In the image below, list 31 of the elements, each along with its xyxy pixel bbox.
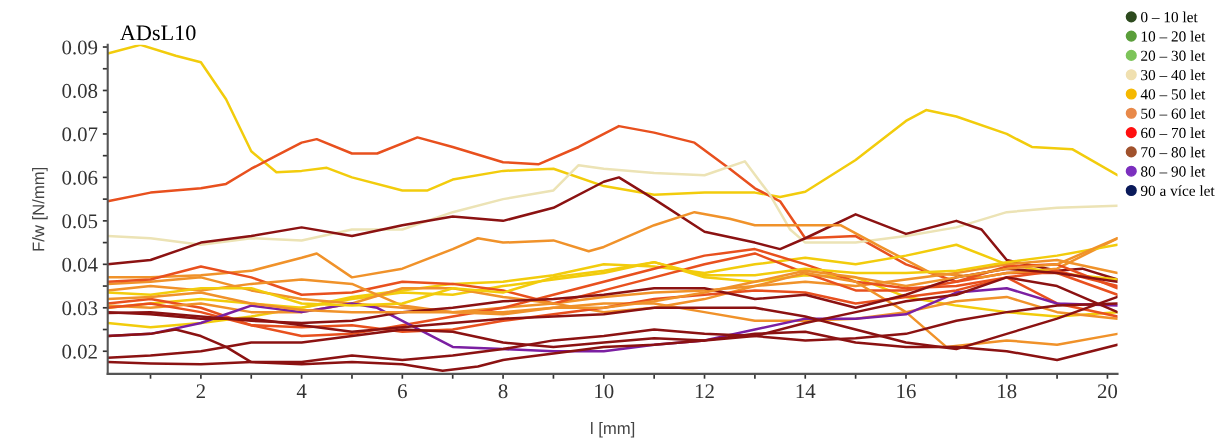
legend-label: 20 – 30 let [1141,50,1206,61]
x-axis-title: l [mm] [591,421,635,438]
x-tick-label: 12 [695,384,714,399]
x-tick-label: 14 [796,384,816,399]
legend-label: 40 – 50 let [1140,88,1206,100]
y-axis-title: F/w [N/mm] [32,167,48,251]
x-tick-label: 10 [595,384,614,399]
y-tick-label: 0.08 [62,83,98,98]
legend-label: 80 – 90 let [1141,165,1206,177]
legend-label: 90 a více let [1140,185,1215,196]
legend-label: 60 – 70 let [1141,127,1206,139]
legend-label: 30 – 40 let [1141,69,1206,81]
legend-label: 70 – 80 let [1141,146,1206,158]
y-tick-label: 0.03 [62,301,98,316]
chart-title: ADsL10 [120,25,196,41]
x-tick-label: 8 [498,384,508,399]
y-tick-label: 0.02 [62,344,97,359]
legend-label: 50 – 60 let [1141,108,1206,119]
x-tick-label: 2 [196,384,205,399]
y-tick-label: 0.07 [62,127,98,142]
x-tick-label: 4 [296,384,307,399]
y-tick-label: 0.05 [62,214,98,229]
x-tick-label: 18 [998,384,1017,399]
legend-label: 10 – 20 let [1141,30,1206,42]
x-tick-label: 16 [897,384,916,399]
x-tick-label: 20 [1097,384,1118,399]
y-tick-label: 0.06 [62,170,98,185]
y-tick-label: 0.04 [62,257,98,272]
y-tick-label: 0.09 [62,40,98,55]
legend-label: 0 – 10 let [1141,11,1198,23]
x-tick-label: 6 [398,384,407,399]
